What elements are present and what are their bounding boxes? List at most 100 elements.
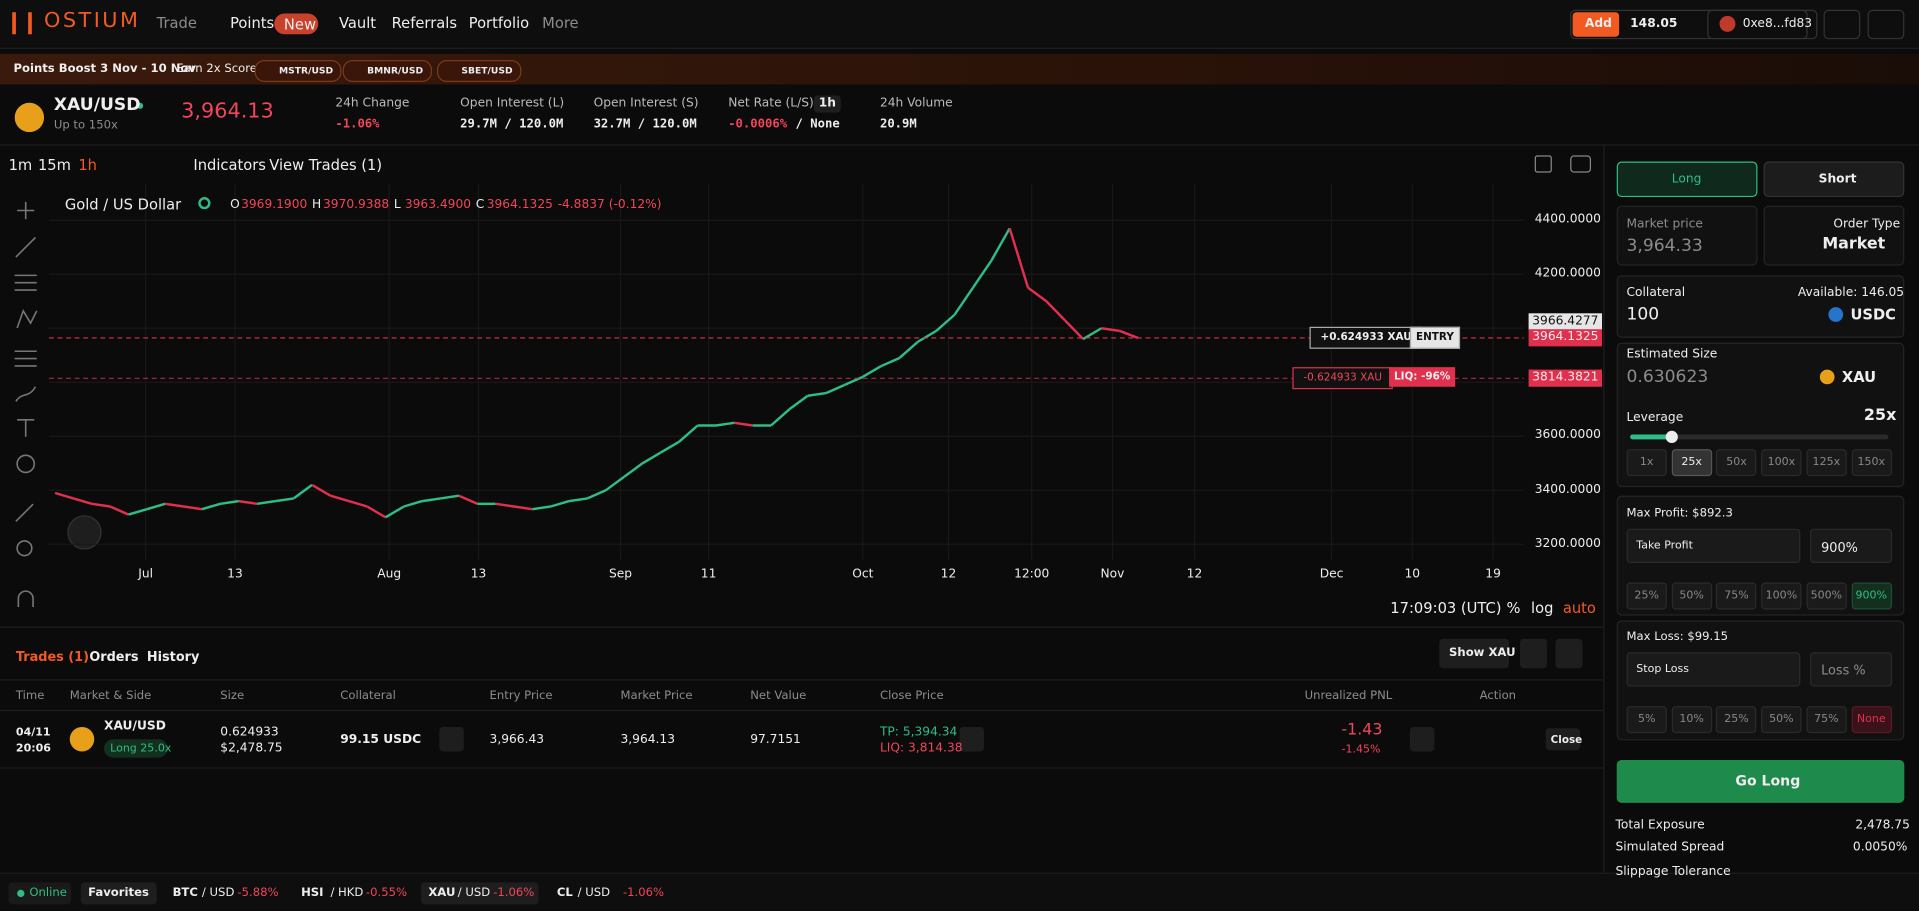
price-segment <box>770 408 791 427</box>
add-button[interactable] <box>1572 12 1620 37</box>
wallet-button[interactable] <box>1707 9 1818 40</box>
stop-loss-input[interactable] <box>1626 652 1801 687</box>
x-tick-label: 11 <box>700 567 717 582</box>
scale-option[interactable]: log <box>1531 599 1554 617</box>
option-button[interactable]: None <box>1851 706 1892 734</box>
x-tick-label: Dec <box>1319 567 1344 582</box>
banner-chip[interactable]: MSTR/USD <box>254 59 342 82</box>
trades-tab[interactable]: History <box>146 649 200 665</box>
banner-chip[interactable]: BMNR/USD <box>342 59 432 82</box>
market-open-dot <box>198 197 211 210</box>
collateral-box[interactable] <box>1616 275 1905 338</box>
divider <box>0 144 1919 146</box>
option-button[interactable]: 25% <box>1626 582 1667 610</box>
option-button[interactable]: 100% <box>1761 582 1802 610</box>
option-button[interactable]: 150x <box>1851 449 1892 477</box>
x-tick-label: 13 <box>227 567 243 582</box>
fullscreen-button[interactable] <box>1534 155 1552 173</box>
trade-tp: TP: 5,394.34 <box>879 725 958 740</box>
scale-option[interactable]: % <box>1506 599 1521 617</box>
price-segment <box>1063 319 1084 340</box>
nav-item[interactable]: Vault <box>339 14 377 32</box>
share-button[interactable] <box>1409 726 1435 752</box>
logo <box>12 12 32 35</box>
nav-item[interactable]: Points <box>230 14 275 32</box>
view-trades-button[interactable]: View Trades (1) <box>269 156 383 174</box>
divider <box>0 626 1604 628</box>
y-tick-label: 3600.0000 <box>1534 428 1601 443</box>
loss-percent-input[interactable] <box>1810 652 1893 687</box>
nav-item[interactable]: Portfolio <box>468 14 530 32</box>
option-button[interactable]: 75% <box>1806 706 1847 734</box>
table-header-cell: Market & Side <box>69 689 152 703</box>
stat-value: 29.7M / 120.0M <box>460 117 564 131</box>
scale-option[interactable]: auto <box>1562 599 1596 617</box>
option-button[interactable]: 25x <box>1671 449 1712 477</box>
ticker-change: -1.06% <box>493 886 535 900</box>
edit-tp-sl-button[interactable] <box>959 726 984 752</box>
price-segment <box>678 424 699 443</box>
snapshot-button[interactable] <box>1570 155 1592 173</box>
option-button[interactable]: 50% <box>1671 582 1712 610</box>
option-button[interactable]: 100x <box>1761 449 1802 477</box>
price-segment <box>330 494 350 503</box>
edit-collateral-button[interactable] <box>439 726 464 752</box>
price-segment <box>862 365 882 378</box>
go-long-button[interactable] <box>1616 760 1905 803</box>
price-segment <box>201 502 221 511</box>
price-segment <box>220 499 239 506</box>
settings-button[interactable] <box>1520 638 1547 669</box>
option-button[interactable]: 25% <box>1716 706 1757 734</box>
table-header-cell: Collateral <box>340 689 396 703</box>
go-long-label: Go Long <box>1735 772 1801 790</box>
option-button[interactable]: 5% <box>1626 706 1667 734</box>
table-header-cell: Size <box>220 689 245 703</box>
size-unit: XAU <box>1841 368 1877 386</box>
option-button[interactable]: 75% <box>1716 582 1757 610</box>
option-button[interactable]: 10% <box>1671 706 1712 734</box>
timeframe[interactable]: 1h <box>78 156 97 174</box>
price-segment <box>935 313 956 332</box>
nav-item[interactable]: Referrals <box>391 14 457 32</box>
tp-percent-input[interactable] <box>1810 528 1893 563</box>
collapse-button[interactable] <box>1555 638 1583 669</box>
banner-chip[interactable]: SBET/USD <box>436 59 522 82</box>
leverage-thumb[interactable] <box>1665 430 1678 444</box>
long-button[interactable] <box>1616 161 1758 198</box>
timeframe[interactable]: 15m <box>37 156 71 174</box>
row-divider <box>0 767 1604 769</box>
option-button[interactable]: 125x <box>1806 449 1847 477</box>
price-segment <box>238 499 258 506</box>
option-button[interactable]: 900% <box>1851 582 1892 610</box>
divider <box>1603 145 1605 880</box>
trade-liq: LIQ: 3,814.38 <box>879 741 963 756</box>
short-button[interactable] <box>1763 161 1905 198</box>
stat-label: 24h Volume <box>879 96 953 111</box>
price-segment <box>513 505 533 511</box>
x-tick-label: 10 <box>1404 567 1421 582</box>
show-xau-button[interactable] <box>1439 638 1510 669</box>
option-button[interactable]: 50x <box>1716 449 1757 477</box>
order-type-box[interactable] <box>1763 205 1905 266</box>
indicators-button[interactable]: Indicators <box>193 156 266 174</box>
timeframe[interactable]: 1m <box>8 156 33 174</box>
option-button[interactable]: 500% <box>1806 582 1847 610</box>
nav-item[interactable]: Trade <box>156 14 197 32</box>
layout-button[interactable] <box>1867 9 1905 40</box>
size-label: Estimated Size <box>1626 347 1718 362</box>
trades-tab[interactable]: Orders <box>89 649 139 665</box>
notifications-button[interactable] <box>1823 9 1861 40</box>
option-button[interactable]: 1x <box>1626 449 1667 477</box>
price-segment <box>807 391 827 397</box>
collateral-input[interactable]: 100 <box>1626 304 1660 325</box>
ohlc-value: H <box>311 198 322 212</box>
option-button[interactable]: 50% <box>1761 706 1802 734</box>
price-segment <box>825 383 845 395</box>
stat-period[interactable]: 1h <box>813 95 841 113</box>
favorites-button[interactable] <box>80 882 157 905</box>
price-segment <box>256 499 276 506</box>
close-button[interactable] <box>1545 728 1580 751</box>
nav-item[interactable]: More <box>542 14 579 32</box>
take-profit-input[interactable] <box>1626 528 1801 563</box>
trades-tab[interactable]: Trades (1) <box>15 649 89 665</box>
